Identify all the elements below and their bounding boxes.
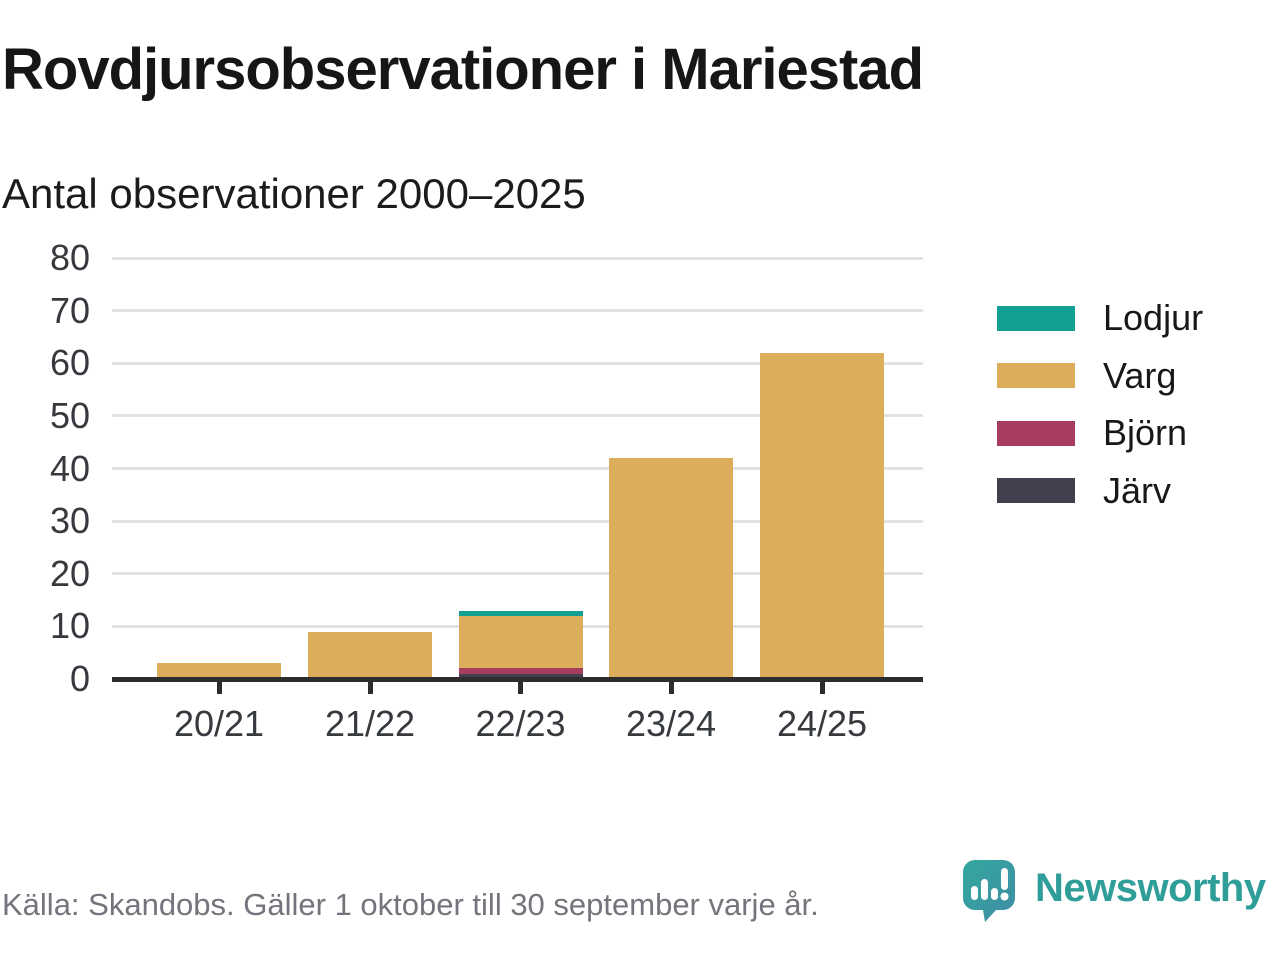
x-axis-tick — [518, 681, 523, 694]
y-tick-label: 10 — [49, 605, 90, 647]
gridline — [112, 414, 923, 418]
x-axis-tick — [819, 681, 825, 694]
x-tick-label: 22/23 — [475, 703, 566, 744]
legend-swatch-järv — [997, 478, 1075, 503]
legend-label: Järv — [1103, 469, 1172, 511]
chart-subtitle: Antal observationer 2000–2025 — [2, 170, 586, 217]
legend-swatch-lodjur — [997, 305, 1075, 331]
gridline — [112, 309, 923, 313]
gridline — [112, 361, 923, 365]
gridline — [112, 256, 923, 260]
y-tick-label: 30 — [49, 500, 90, 542]
newsworthy-logo-icon — [963, 860, 1015, 922]
y-tick-label: 80 — [49, 237, 90, 278]
x-tick-label: 23/24 — [625, 703, 717, 744]
brand-lockup: Newsworthy — [963, 860, 1266, 922]
y-tick-label: 0 — [69, 658, 90, 699]
y-tick-label: 20 — [49, 552, 90, 594]
bar-segment-björn — [458, 668, 583, 674]
legend-item-lodjur: Lodjur — [997, 296, 1203, 340]
legend-item-björn: Björn — [997, 411, 1187, 455]
legend-item-järv: Järv — [997, 469, 1171, 513]
y-tick-label: 40 — [49, 447, 90, 489]
x-axis-tick — [216, 681, 222, 694]
bar-segment-varg — [157, 663, 281, 679]
x-axis-tick — [668, 681, 674, 694]
brand-wordmark: Newsworthy — [1035, 866, 1266, 910]
x-tick-label: 24/25 — [776, 703, 868, 744]
gridline — [112, 467, 923, 470]
legend-swatch-varg — [997, 363, 1075, 388]
x-axis-tick — [367, 681, 373, 694]
gridline — [112, 572, 923, 576]
y-tick-label: 70 — [49, 289, 90, 331]
bar-segment-järv — [458, 673, 583, 679]
legend-label: Varg — [1103, 354, 1177, 396]
x-tick-label: 21/22 — [324, 703, 416, 744]
bar-segment-varg — [609, 457, 733, 679]
bar-segment-varg — [458, 615, 583, 669]
bar-segment-varg — [760, 352, 884, 679]
legend-label: Lodjur — [1103, 297, 1204, 338]
y-tick-label: 50 — [49, 394, 90, 436]
x-tick-label: 20/21 — [173, 703, 265, 744]
bar-segment-varg — [308, 631, 432, 679]
legend-swatch-björn — [997, 420, 1075, 446]
gridline — [112, 519, 923, 523]
legend-item-varg: Varg — [997, 354, 1176, 398]
legend-label: Björn — [1103, 412, 1188, 453]
chart-title: Rovdjursobservationer i Mariestad — [2, 37, 924, 102]
x-axis-line — [112, 676, 923, 682]
source-note: Källa: Skandobs. Gäller 1 oktober till 3… — [2, 887, 819, 922]
bar-segment-lodjur — [458, 610, 583, 616]
y-tick-label: 60 — [49, 342, 90, 384]
